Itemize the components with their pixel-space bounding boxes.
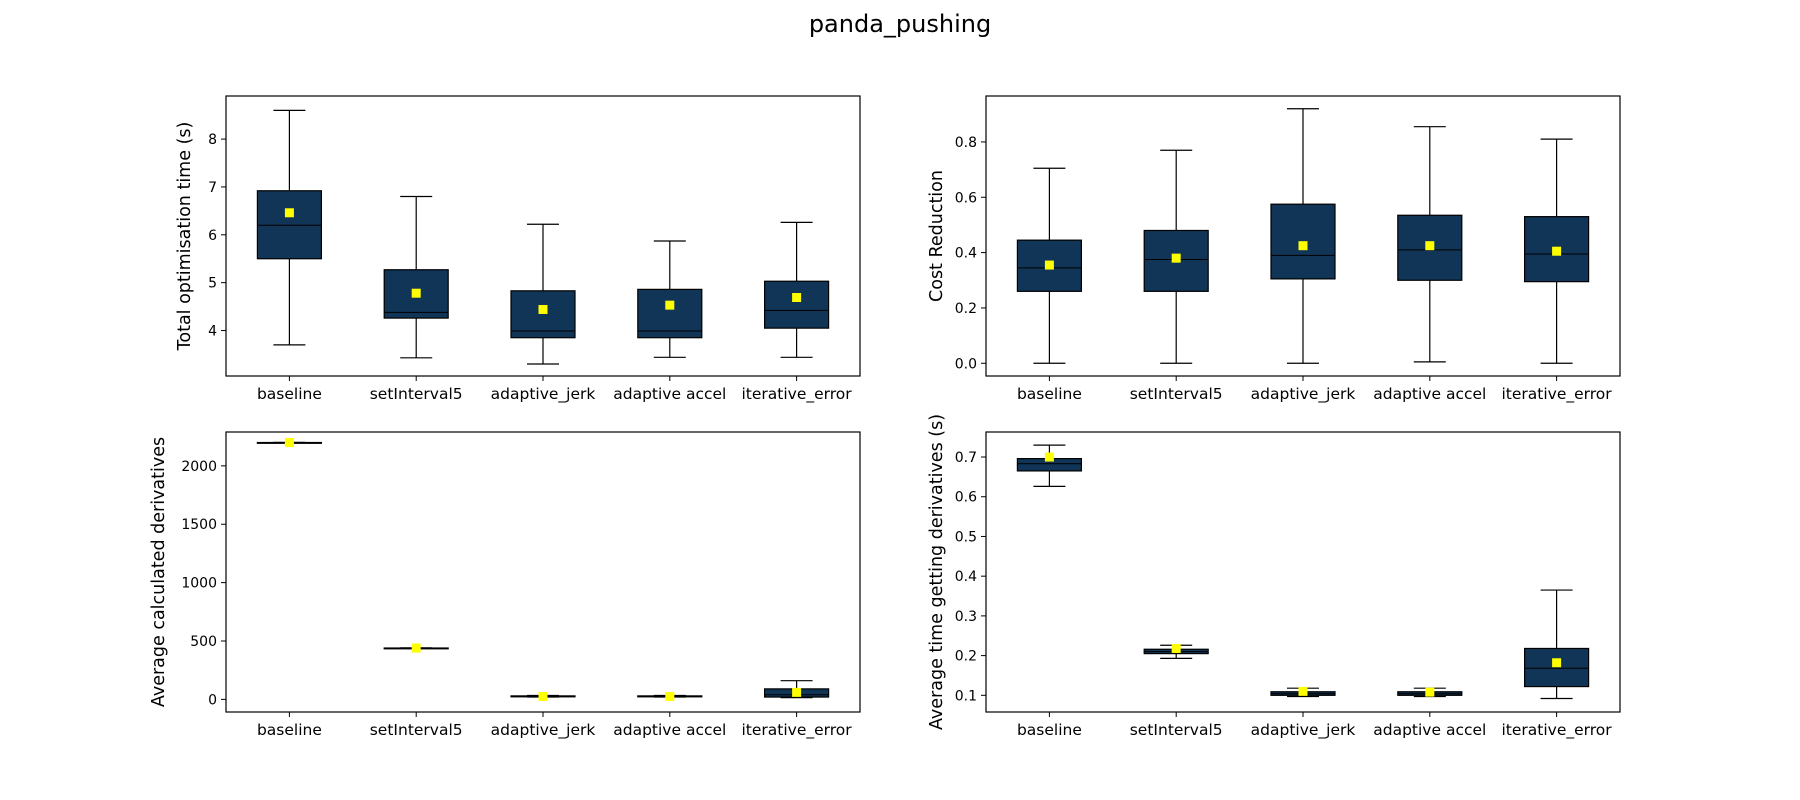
y-tick-label: 6 [208,228,217,244]
chart-panel-3: 0 500 1000 1500 2000 baseline setInterval5 adap… [149,431,861,740]
y-tick-label: 1000 [181,576,217,592]
x-tick-label: iterative_error [742,385,853,404]
iqr-box [1523,647,1590,688]
box-3 [1270,108,1336,364]
box-3 [510,691,576,701]
box-4 [1397,687,1463,698]
axes-frame [225,431,861,713]
mean-marker [1298,241,1308,251]
y-tick-label: 5 [208,276,217,292]
mean-marker [284,208,294,218]
y-tick-label: 0 [208,692,217,708]
y-tick-label: 0.3 [955,609,977,625]
mean-marker [792,293,802,303]
box-5 [1523,589,1590,700]
y-axis-label: Cost Reduction [927,170,947,302]
mean-marker [538,304,548,314]
mean-marker [411,643,421,653]
x-tick-label: adaptive_jerk [491,385,596,404]
x-tick-label: iterative_error [742,721,853,740]
mean-marker [538,691,548,701]
mean-marker [1552,246,1562,256]
y-tick-label: 500 [190,634,217,650]
mean-marker [1171,253,1181,263]
x-tick-label: adaptive accel [613,385,726,403]
y-tick-label: 0.1 [955,688,977,704]
box-5 [763,680,830,699]
y-axis-label: Average time getting derivatives (s) [927,414,947,730]
iqr-box [763,280,830,329]
box-1 [256,438,322,448]
y-tick-label: 0.0 [955,356,977,372]
mean-marker [665,300,675,310]
y-axis-label: Average calculated derivatives [149,437,169,707]
box-2 [383,195,449,359]
y-tick-label: 1500 [181,517,217,533]
mean-marker [1044,260,1054,270]
x-tick-label: adaptive_jerk [491,721,596,740]
mean-marker [284,438,294,448]
box-5 [763,221,830,358]
box-3 [510,223,576,365]
y-tick-label: 0.6 [955,490,977,506]
mean-marker [1171,643,1181,653]
box-4 [1397,126,1463,363]
chart-panel-2: 0.0 0.2 0.4 0.6 0.8 baseline setInterval5 adapt… [927,95,1621,404]
y-tick-label: 8 [208,132,217,148]
x-tick-label: adaptive accel [1373,385,1486,403]
chart-panel-4: 0.1 0.2 0.3 0.4 0.5 0.6 0.7 baseline setInterval… [927,414,1621,740]
box-5 [1523,138,1590,364]
y-tick-label: 0.4 [955,246,977,262]
x-tick-label: iterative_error [1502,385,1613,404]
box-2 [1143,643,1209,659]
x-tick-label: setInterval5 [1130,385,1223,403]
iqr-box [510,290,576,339]
box-4 [637,240,703,358]
y-tick-label: 2000 [181,459,217,475]
box-1 [1016,167,1083,364]
figure-title: panda_pushing [808,10,992,38]
x-tick-label: adaptive_jerk [1251,385,1356,404]
box-3 [1270,686,1336,698]
iqr-box [637,288,703,339]
x-tick-label: baseline [257,385,322,403]
y-tick-label: 4 [208,324,217,340]
mean-marker [792,687,802,697]
mean-marker [1425,687,1435,697]
mean-marker [1425,241,1435,251]
iqr-box [1016,239,1083,292]
box-2 [383,643,449,653]
mean-marker [411,288,421,298]
mean-marker [665,691,675,701]
y-tick-label: 0.6 [955,190,977,206]
x-tick-label: baseline [1017,385,1082,403]
mean-marker [1552,658,1562,668]
x-tick-label: baseline [257,721,322,739]
x-tick-label: setInterval5 [370,721,463,739]
y-tick-label: 0.8 [955,135,977,151]
box-1 [256,109,322,346]
y-tick-label: 7 [208,180,217,196]
box-4 [637,691,703,701]
x-tick-label: iterative_error [1502,721,1613,740]
y-tick-label: 0.5 [955,529,977,545]
x-tick-label: adaptive accel [1373,721,1486,739]
x-tick-label: setInterval5 [370,385,463,403]
y-tick-label: 0.7 [955,450,977,466]
x-tick-label: setInterval5 [1130,721,1223,739]
box-2 [1143,149,1209,364]
chart-panel-1: 4 5 6 7 8 baseline setInterval5 adaptive_jerk ad… [175,95,861,404]
mean-marker [1044,452,1054,462]
mean-marker [1298,686,1308,696]
x-tick-label: adaptive_jerk [1251,721,1356,740]
box-1 [1016,444,1083,488]
x-tick-label: baseline [1017,721,1082,739]
y-tick-label: 0.2 [955,649,977,665]
y-axis-label: Total optimisation time (s) [175,122,195,352]
y-tick-label: 0.4 [955,569,977,585]
y-tick-label: 0.2 [955,301,977,317]
x-tick-label: adaptive accel [613,721,726,739]
